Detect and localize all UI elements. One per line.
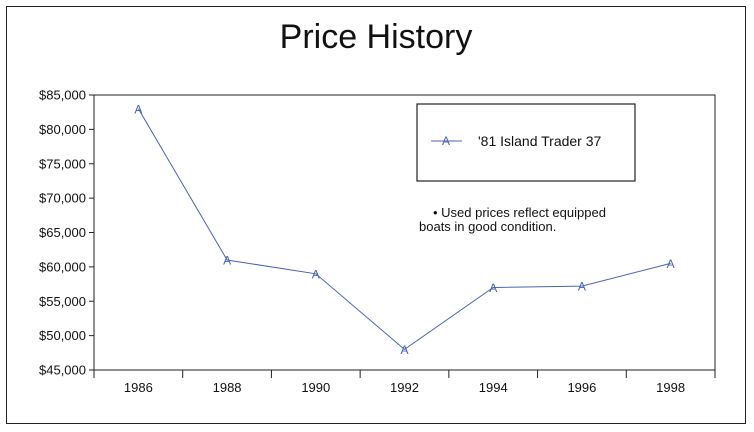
- data-point-marker: A: [312, 267, 320, 281]
- y-tick-label: $75,000: [39, 156, 86, 171]
- annotation-line-1: • Used prices reflect equipped: [433, 205, 606, 220]
- chart-frame: [6, 6, 746, 424]
- y-tick-label: $65,000: [39, 225, 86, 240]
- chart-title: Price History: [280, 18, 473, 56]
- legend-label: '81 Island Trader 37: [478, 133, 602, 149]
- legend: A '81 Island Trader 37: [416, 103, 636, 182]
- series-layer: A A A A A A A: [134, 102, 674, 357]
- y-axis: $45,000 $50,000 $55,000 $60,000 $65,000 $70,0…: [39, 88, 94, 378]
- x-tick-label: 1992: [390, 380, 419, 395]
- data-point-marker: A: [578, 280, 586, 294]
- y-tick-label: $50,000: [39, 328, 86, 343]
- data-point-marker: A: [400, 343, 408, 357]
- data-point-marker: A: [489, 281, 497, 295]
- data-point-marker: A: [223, 254, 231, 268]
- x-tick-label: 1996: [567, 380, 596, 395]
- series-line: [137, 108, 671, 351]
- annotation: • Used prices reflect equipped boats in …: [419, 205, 606, 234]
- data-point-marker: A: [667, 257, 675, 271]
- data-point-marker: A: [134, 102, 142, 116]
- x-axis: 1986 1988 1990 1992 1994 1996 1998: [93, 370, 716, 395]
- x-tick-label: 1994: [479, 380, 508, 395]
- y-tick-label: $55,000: [39, 294, 86, 309]
- y-tick-label: $80,000: [39, 122, 86, 137]
- y-tick-label: $70,000: [39, 191, 86, 206]
- x-tick-label: 1988: [213, 380, 242, 395]
- x-tick-label: 1990: [301, 380, 330, 395]
- y-tick-label: $60,000: [39, 259, 86, 274]
- legend-marker: A: [442, 134, 450, 148]
- legend-box: [416, 103, 636, 182]
- x-tick-label: 1986: [124, 380, 153, 395]
- y-tick-label: $45,000: [39, 363, 86, 378]
- x-tick-label: 1998: [656, 380, 685, 395]
- annotation-line-2: boats in good condition.: [419, 219, 556, 234]
- y-tick-label: $85,000: [39, 88, 86, 103]
